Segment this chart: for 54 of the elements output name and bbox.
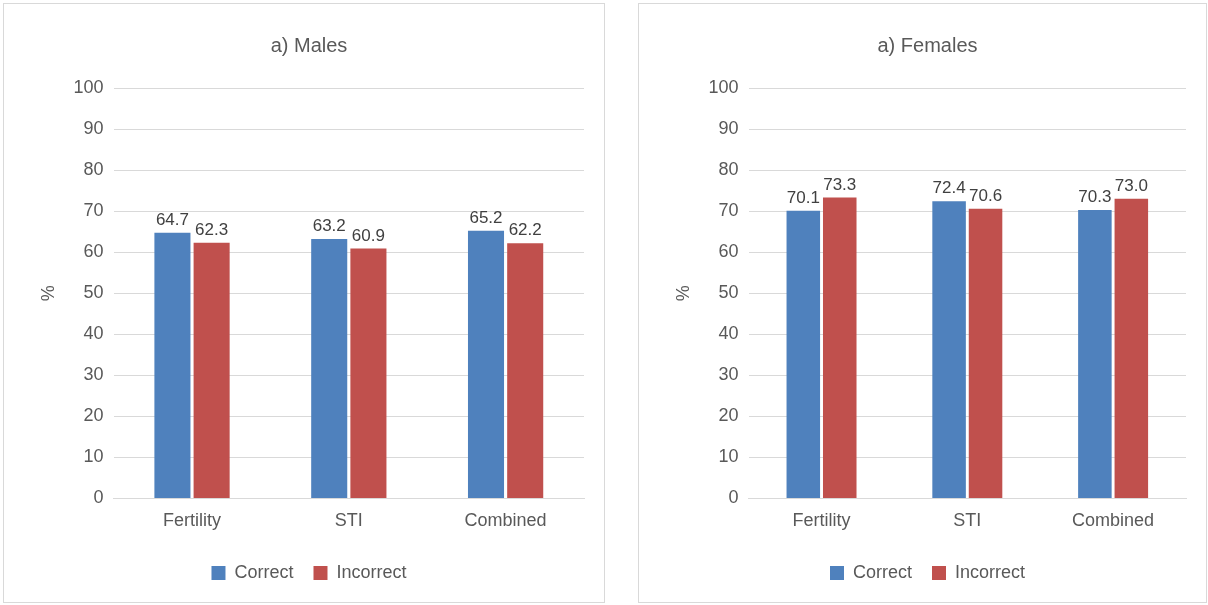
data-label: 70.1 [786,187,820,207]
x-tick-label: Combined [464,510,547,531]
y-tick-label: 100 [73,76,104,97]
y-tick-label: 0 [93,487,104,508]
legend-label: Correct [234,561,294,582]
legend-label: Incorrect [954,561,1026,582]
data-label: 65.2 [469,208,503,228]
y-axis-title: % [37,285,58,302]
y-tick-label: 90 [83,118,104,139]
chart-title: a) Females [877,33,978,56]
y-tick-label: 50 [83,282,104,303]
y-tick-label: 70 [718,200,739,221]
y-tick-label: 40 [718,323,739,344]
bar [786,210,821,498]
y-tick-label: 90 [718,118,739,139]
data-label: 70.3 [1078,187,1112,207]
data-label: 73.3 [823,174,857,194]
y-tick-label: 80 [83,159,104,180]
x-tick-label: Fertility [792,510,851,531]
y-tick-label: 10 [83,446,104,467]
bar [1078,209,1112,498]
y-tick-label: 60 [718,241,739,262]
bar [968,208,1003,498]
legend-label: Incorrect [336,561,407,582]
x-tick-label: Combined [1072,510,1155,531]
y-tick-label: 80 [718,159,739,180]
y-tick-label: 40 [83,323,104,344]
chart-title: a) Males [270,33,348,56]
y-tick-label: 100 [708,76,739,97]
y-tick-label: 30 [718,364,739,385]
y-tick-label: 30 [83,364,104,385]
data-label: 73.0 [1114,176,1148,195]
data-label: 60.9 [351,225,385,245]
bar [822,197,857,498]
y-tick-label: 70 [83,200,104,221]
data-label: 72.4 [932,178,966,198]
data-label: 62.2 [508,220,542,240]
y-tick-label: 10 [718,446,739,467]
data-label: 70.6 [968,185,1003,205]
data-label: 64.7 [155,210,189,230]
y-axis-title: % [672,285,693,302]
y-tick-label: 0 [728,487,739,508]
data-label: 62.3 [195,219,229,239]
legend-label: Correct [852,561,912,582]
bar [932,201,966,498]
y-tick-label: 60 [83,241,104,262]
x-tick-label: STI [953,510,982,531]
y-tick-label: 50 [718,282,739,303]
data-label: 63.2 [312,216,346,236]
bar [1114,198,1149,498]
y-tick-label: 20 [718,405,739,426]
x-tick-label: Fertility [163,510,222,531]
y-tick-label: 20 [83,405,104,426]
x-tick-label: STI [334,510,363,531]
